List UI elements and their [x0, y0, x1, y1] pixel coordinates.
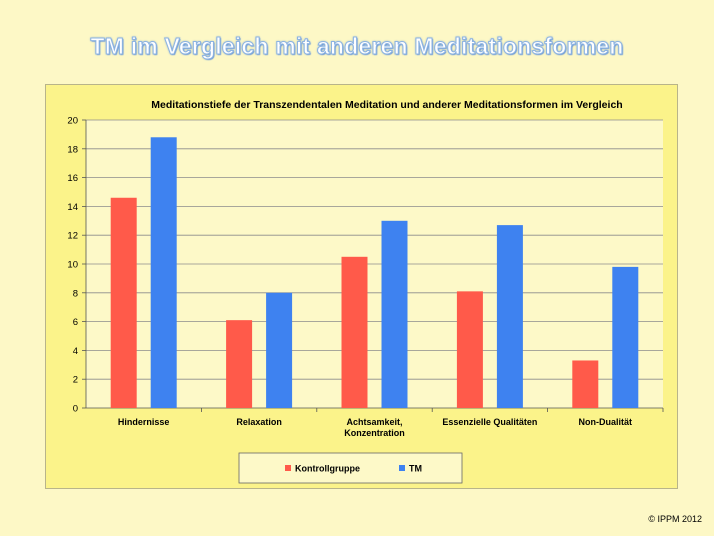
y-tick-label: 16 — [67, 173, 78, 184]
slide-title: TM im Vergleich mit anderen Meditationsf… — [90, 33, 624, 60]
chart-panel: Meditationstiefe der Transzendentalen Me… — [45, 84, 678, 489]
x-category-label: Hindernisse — [118, 417, 170, 427]
legend-label: Kontrollgruppe — [295, 464, 360, 474]
y-tick-label: 20 — [67, 116, 78, 127]
bar-tm — [381, 220, 408, 408]
bar-kontrollgruppe — [110, 197, 137, 408]
bar-kontrollgruppe — [456, 291, 483, 408]
bar-kontrollgruppe — [226, 320, 253, 408]
y-tick-label: 12 — [67, 231, 78, 242]
x-category-label: Essenzielle Qualitäten — [442, 417, 537, 427]
bar-chart: Meditationstiefe der Transzendentalen Me… — [67, 99, 664, 484]
y-tick-label: 6 — [73, 317, 78, 328]
bar-kontrollgruppe — [341, 256, 368, 408]
bar-tm — [612, 266, 639, 408]
legend-label: TM — [409, 464, 422, 474]
legend-swatch — [399, 465, 405, 471]
y-tick-label: 0 — [73, 404, 78, 415]
bar-tm — [266, 292, 293, 408]
bar-tm — [150, 137, 177, 408]
x-category-label: Non-Dualität — [579, 417, 633, 427]
y-tick-label: 18 — [67, 144, 78, 155]
chart-title: Meditationstiefe der Transzendentalen Me… — [151, 99, 622, 111]
y-tick-label: 8 — [73, 288, 78, 299]
copyright-text: © IPPM 2012 — [648, 514, 702, 524]
x-category-label: Relaxation — [236, 417, 282, 427]
y-tick-label: 10 — [67, 260, 78, 271]
y-tick-label: 2 — [73, 375, 78, 386]
legend-swatch — [285, 465, 291, 471]
y-tick-label: 4 — [73, 346, 78, 357]
bar-tm — [496, 225, 523, 408]
y-tick-label: 14 — [67, 202, 78, 213]
x-category-label: Achtsamkeit, Konzentration — [344, 417, 405, 438]
legend-box — [238, 452, 463, 484]
bar-kontrollgruppe — [572, 360, 599, 408]
